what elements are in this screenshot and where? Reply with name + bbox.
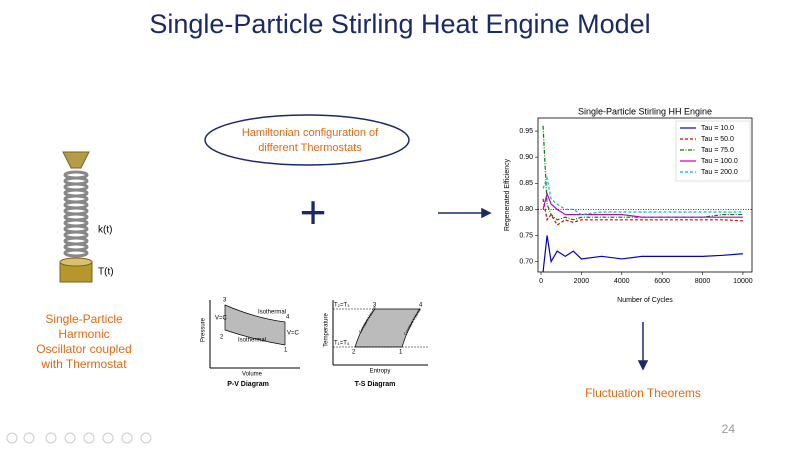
x-axis-label: Number of Cycles (617, 297, 673, 304)
pv-point: 1 (284, 348, 288, 354)
ts-level: T₂=T₃ (334, 303, 350, 309)
ts-point: 3 (373, 303, 377, 309)
pv-process: Isothermal (238, 338, 266, 344)
x-tick-label: 8000 (695, 278, 711, 285)
y-tick-label: 0.70 (519, 258, 533, 265)
toolbar (6, 432, 152, 444)
chart-title: Single-Particle Stirling HH Engine (578, 106, 712, 116)
legend-label: Tau = 75.0 (701, 147, 734, 154)
ts-diagram (332, 300, 428, 366)
y-axis-label: Regenerated Efficiency (504, 158, 511, 231)
slide-title: Single-Particle Stirling Heat Engine Mod… (149, 9, 650, 39)
series-line (542, 235, 743, 273)
series-line (542, 175, 743, 216)
x-tick-label: 4000 (614, 278, 630, 285)
pv-caption: P-V Diagram (227, 381, 269, 388)
spring-illustration (59, 151, 93, 283)
result-text: Fluctuation Theorems (585, 386, 701, 400)
pv-point: 4 (286, 315, 290, 321)
ellipse-text: different Thermostats (258, 142, 362, 154)
legend-label: Tau = 200.0 (701, 169, 738, 176)
pv-point: 2 (220, 335, 224, 341)
pv-xlabel: Volume (242, 372, 263, 378)
y-tick-label: 0.95 (519, 128, 533, 135)
plus-sign: + (300, 186, 327, 238)
arrows (438, 207, 649, 371)
legend-label: Tau = 50.0 (701, 136, 734, 143)
ts-caption: T-S Diagram (355, 381, 396, 388)
pv-diagram (209, 300, 300, 369)
y-tick-label: 0.85 (519, 180, 533, 187)
y-tick-label: 0.80 (519, 206, 533, 213)
ellipse-text: Hamiltonian configuration of (242, 127, 379, 139)
pv-process: Isothermal (258, 310, 286, 316)
legend-label: Tau = 100.0 (701, 158, 738, 165)
ts-point: 4 (419, 303, 423, 309)
legend-label: Tau = 10.0 (701, 125, 734, 132)
plot-frame (537, 117, 753, 273)
y-tick-label: 0.90 (519, 154, 533, 161)
x-tick-label: 10000 (733, 278, 753, 285)
caption-line: with Thermostat (40, 357, 127, 371)
ts-xlabel: Entropy (370, 369, 391, 375)
y-tick-label: 0.75 (519, 232, 533, 239)
pv-process: V=C (287, 331, 300, 337)
spring-label: k(t) (98, 225, 112, 236)
pv-point: 3 (223, 298, 227, 304)
pv-ylabel: Pressure (201, 317, 207, 342)
ts-point: 2 (352, 350, 356, 356)
page-number: 24 (722, 422, 736, 436)
pv-process: V=C (215, 316, 228, 322)
series-line (542, 198, 743, 226)
caption-line: Harmonic (58, 327, 109, 341)
caption-line: Single-Particle (45, 312, 123, 326)
ts-point: 1 (399, 350, 403, 356)
x-tick-label: 0 (539, 278, 543, 285)
x-tick-label: 6000 (654, 278, 670, 285)
caption-line: Oscillator coupled (36, 342, 131, 356)
ts-ylabel: Temperature (324, 312, 330, 346)
x-tick-label: 2000 (574, 278, 590, 285)
ellipse (204, 114, 410, 166)
series-line (542, 191, 743, 218)
mass-label: T(t) (98, 267, 114, 278)
legend-box (675, 120, 751, 182)
ts-level: T₁=T₄ (334, 341, 350, 347)
